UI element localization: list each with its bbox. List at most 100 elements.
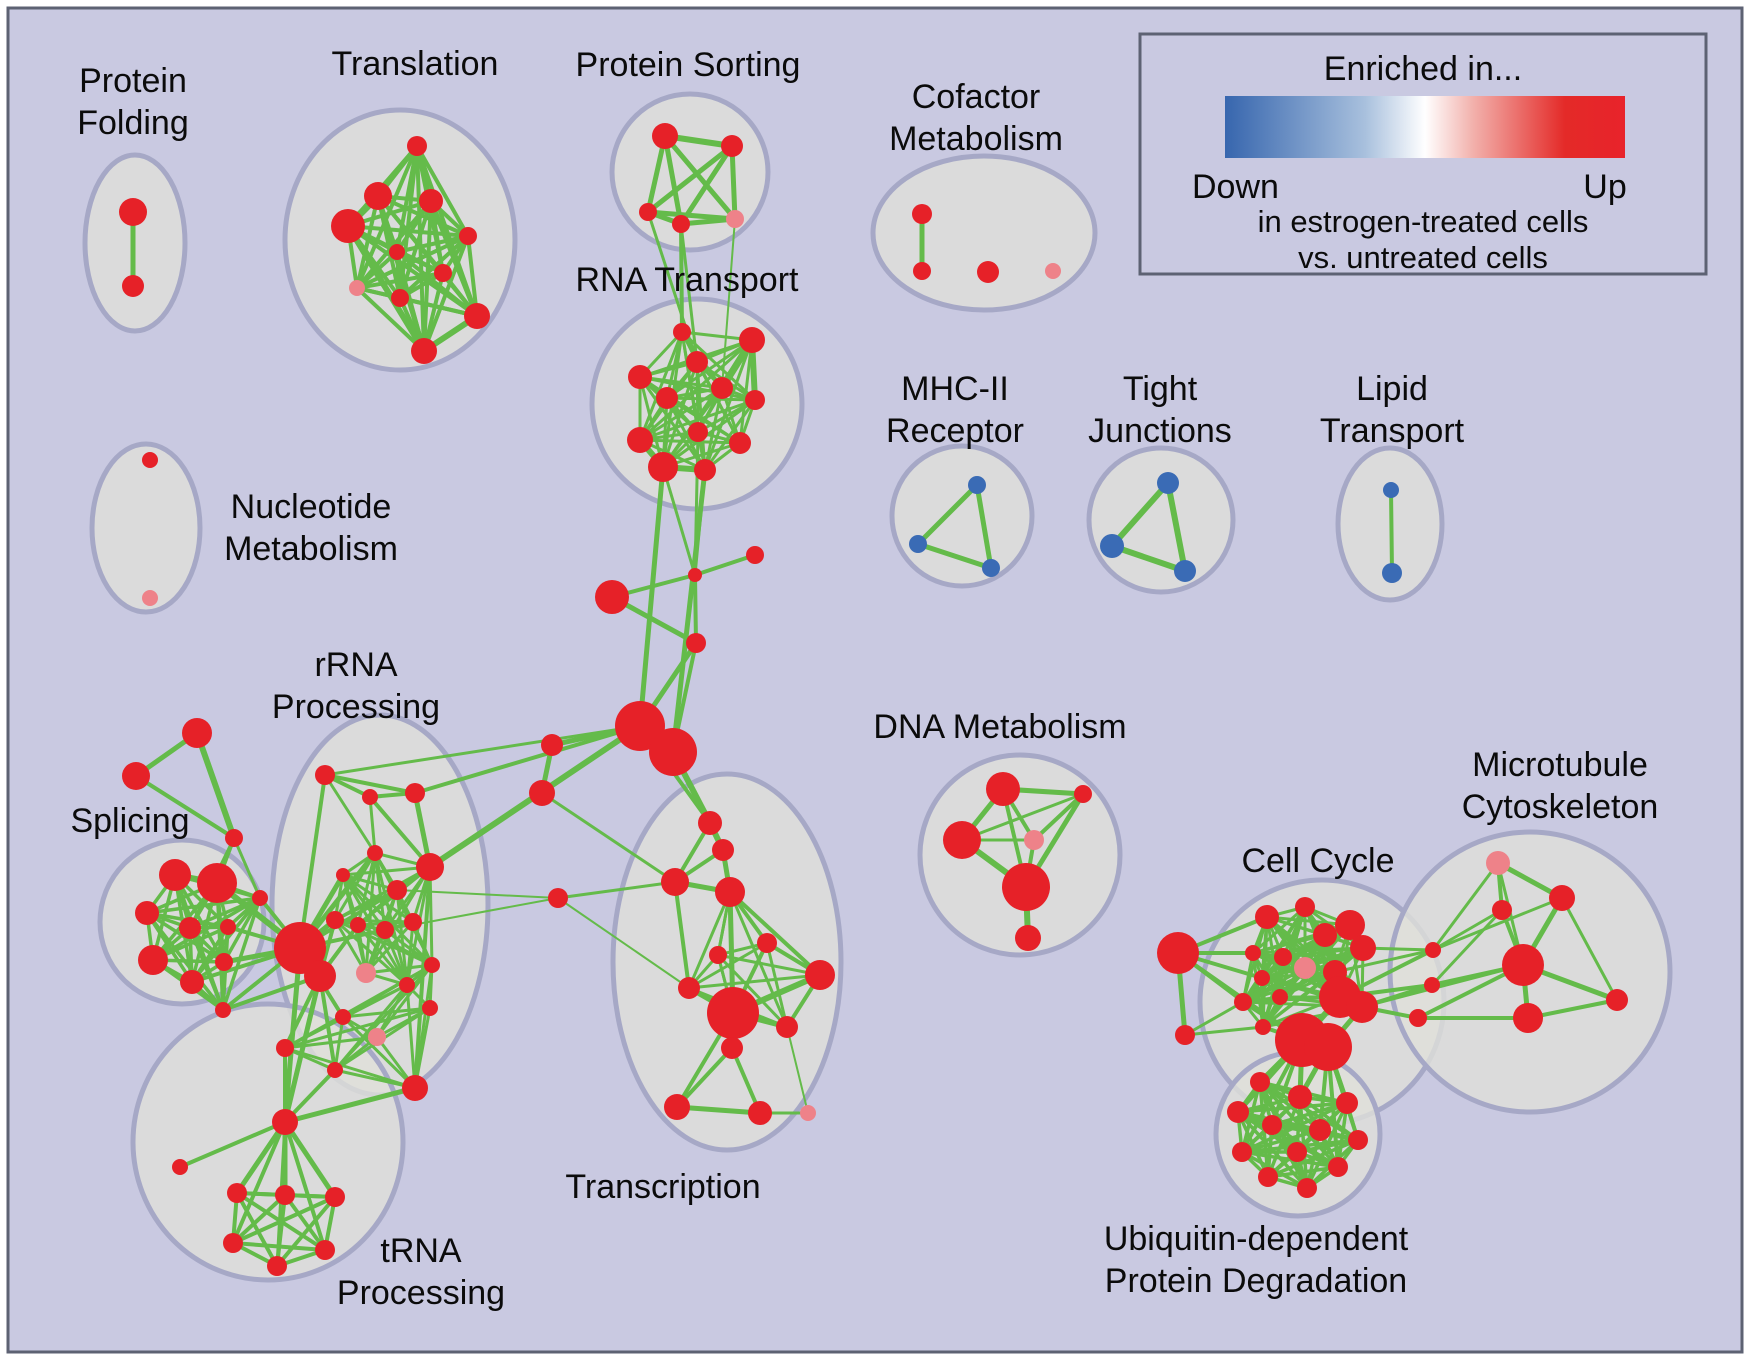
network-node: [1024, 830, 1044, 850]
network-node: [1262, 1115, 1282, 1135]
cluster-label-trna-processing: tRNA Processing: [337, 1232, 505, 1312]
network-edge: [422, 271, 445, 353]
network-node: [424, 957, 440, 973]
network-node: [267, 1256, 287, 1276]
network-edge: [1430, 908, 1504, 987]
network-node: [1100, 534, 1124, 558]
network-edge: [333, 865, 432, 922]
network-edge: [235, 1191, 279, 1268]
network-node: [1502, 944, 1544, 986]
cluster-ellipse-trna-processing: [130, 1001, 406, 1283]
network-node: [1382, 563, 1402, 583]
network-edge: [275, 1195, 337, 1268]
network-node: [721, 135, 743, 157]
network-node: [362, 789, 378, 805]
network-edge: [1431, 896, 1564, 952]
network-node: [529, 780, 555, 806]
network-edge: [556, 880, 677, 900]
network-node: [805, 960, 835, 990]
legend-subtitle-line2: vs. untreated cells: [1298, 240, 1548, 275]
network-edge: [557, 897, 690, 989]
network-edge: [368, 795, 377, 855]
cluster-labels-layer: Protein Folding Translation Protein Sorting…: [70, 45, 1658, 1312]
legend-subtitle-line1: in estrogen-treated cells: [1258, 204, 1589, 239]
network-edge: [1236, 1101, 1349, 1114]
network-node: [688, 422, 708, 442]
network-node: [315, 1240, 335, 1260]
network-edge: [728, 890, 822, 977]
network-node: [172, 1159, 188, 1175]
network-node: [678, 977, 700, 999]
network-node: [1492, 900, 1512, 920]
network-node: [739, 327, 765, 353]
network-edge: [645, 143, 735, 215]
network-edge: [221, 974, 322, 1012]
network-node: [389, 244, 405, 260]
network-edge: [693, 573, 698, 645]
network-edge: [151, 896, 262, 962]
network-edge: [673, 880, 691, 990]
network-edge: [231, 1120, 287, 1245]
cluster-label-rrna-processing: rRNA Processing: [272, 646, 440, 726]
network-edge: [1109, 480, 1171, 549]
network-node: [405, 783, 425, 803]
network-node: [1287, 1142, 1307, 1162]
network-edge: [282, 1085, 418, 1125]
network-node: [275, 1185, 295, 1205]
network-edge: [234, 1119, 288, 1196]
network-edge: [1251, 905, 1307, 955]
network-node: [707, 987, 759, 1039]
cluster-ellipse-protein-sorting: [609, 91, 771, 253]
legend-box: Enriched in... Down Up in estrogen-treat…: [1138, 32, 1708, 276]
network-edge: [221, 896, 262, 1012]
network-node: [615, 701, 665, 751]
network-edge: [1183, 1025, 1265, 1037]
network-node: [913, 262, 931, 280]
network-node: [182, 718, 212, 748]
network-edge: [1240, 1128, 1322, 1154]
network-node: [122, 762, 150, 790]
network-node: [1254, 970, 1270, 986]
network-edge: [398, 296, 479, 318]
network-node: [335, 1009, 351, 1025]
network-node: [652, 123, 678, 149]
network-edge: [662, 133, 684, 227]
network-node: [1288, 1085, 1312, 1109]
network-node: [1335, 910, 1365, 940]
network-node: [673, 323, 691, 341]
network-node: [331, 209, 365, 243]
network-node: [1015, 925, 1041, 951]
network-edge: [333, 963, 434, 1072]
network-node: [800, 1105, 816, 1121]
network-node: [1328, 1157, 1348, 1177]
network-node: [711, 377, 733, 399]
network-edge: [1431, 908, 1504, 952]
network-node: [1297, 1178, 1317, 1198]
network-node: [327, 1062, 343, 1078]
network-node: [746, 546, 764, 564]
cluster-ellipse-mhc-ii-receptor: [889, 443, 1035, 589]
network-edge: [232, 836, 262, 900]
network-node: [135, 901, 159, 925]
network-node: [1309, 1119, 1331, 1141]
network-node: [364, 182, 392, 210]
network-edge: [1281, 946, 1365, 959]
network-edge: [346, 224, 470, 238]
network-node: [399, 977, 415, 993]
network-edge: [231, 1195, 337, 1245]
network-node: [1295, 897, 1315, 917]
network-edge: [395, 234, 470, 254]
network-edge: [665, 396, 757, 402]
network-node: [1409, 1009, 1427, 1027]
cluster-label-lipid-transport: Lipid Transport: [1320, 370, 1465, 450]
network-edge: [679, 222, 684, 334]
network-edge: [1183, 1000, 1245, 1037]
cluster-label-cell-cycle: Cell Cycle: [1241, 842, 1394, 880]
network-node: [138, 945, 168, 975]
network-edge: [405, 920, 415, 987]
network-node: [1250, 1072, 1270, 1092]
network-edge: [231, 1193, 287, 1245]
network-edge: [413, 724, 642, 795]
network-edge: [638, 375, 707, 472]
